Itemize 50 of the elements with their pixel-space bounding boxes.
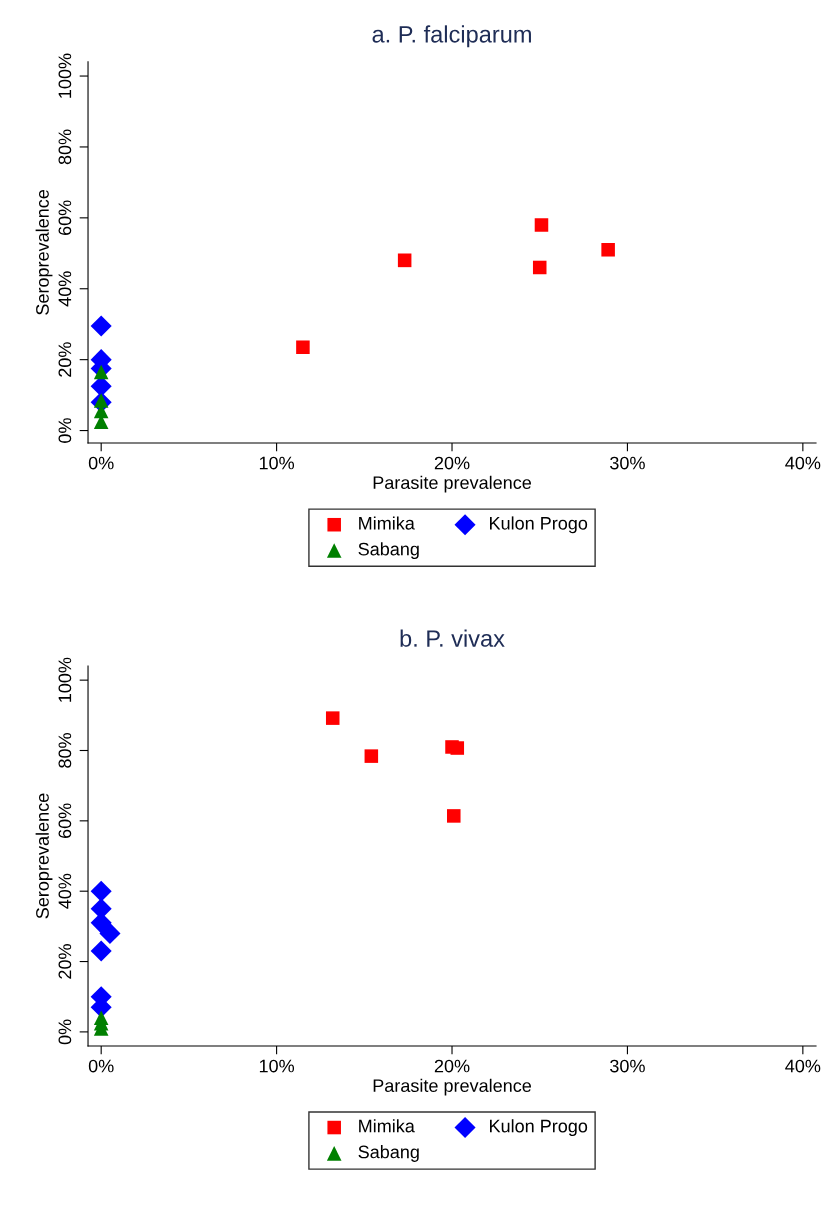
point (90, 315, 112, 337)
legend-label: Sabang (358, 1145, 419, 1162)
y-tick-label: 0% (58, 418, 72, 443)
y-axis-title: Seroprevalence (35, 189, 53, 315)
x-tick-label: 10% (259, 456, 295, 470)
x-axis-title: Parasite prevalence (373, 475, 532, 493)
point (99, 922, 121, 944)
x-axis-title: Parasite prevalence (373, 1078, 532, 1096)
x-tick-label: 0% (88, 456, 114, 470)
legend-label: Sabang (358, 542, 419, 560)
point (93, 393, 109, 408)
point (450, 741, 465, 755)
point (397, 253, 412, 268)
x-tick-label: 20% (434, 1059, 470, 1073)
y-tick-label: 80% (58, 733, 72, 768)
x-tick-label: 30% (610, 456, 645, 470)
point (325, 711, 340, 725)
y-tick-label: 100% (58, 657, 72, 702)
chart-title: b. P. vivax (400, 629, 505, 647)
point (296, 340, 310, 355)
point (90, 912, 112, 934)
y-tick-label: 100% (58, 53, 72, 98)
point (90, 880, 112, 902)
point (447, 809, 461, 823)
x-tick-label: 10% (259, 1059, 295, 1073)
y-tick-label: 40% (58, 873, 72, 909)
legend-label: Kulon Progo (490, 1119, 588, 1137)
legend-label: Mimika (359, 1119, 415, 1133)
point (90, 940, 112, 962)
x-tick-label: 30% (610, 1059, 645, 1073)
y-tick-label: 60% (58, 803, 72, 838)
chart-title: a. P. falciparum (372, 25, 531, 48)
x-tick-label: 20% (434, 456, 470, 470)
point (534, 218, 549, 232)
y-tick-label: 80% (58, 129, 72, 165)
y-tick-label: 0% (58, 1019, 72, 1045)
y-tick-label: 20% (58, 944, 72, 979)
point (601, 242, 615, 257)
x-tick-label: 40% (785, 1059, 821, 1073)
point (532, 260, 547, 275)
legend-label: Kulon Progo (490, 516, 588, 534)
y-tick-label: 40% (58, 271, 72, 307)
x-tick-label: 0% (88, 1059, 114, 1073)
y-tick-label: 20% (58, 342, 72, 377)
point (93, 364, 109, 380)
y-tick-label: 60% (58, 200, 72, 235)
x-tick-label: 40% (785, 456, 821, 470)
legend-label: Mimika (359, 516, 415, 530)
y-axis-title: Seroprevalence (35, 793, 53, 919)
point (364, 749, 379, 763)
